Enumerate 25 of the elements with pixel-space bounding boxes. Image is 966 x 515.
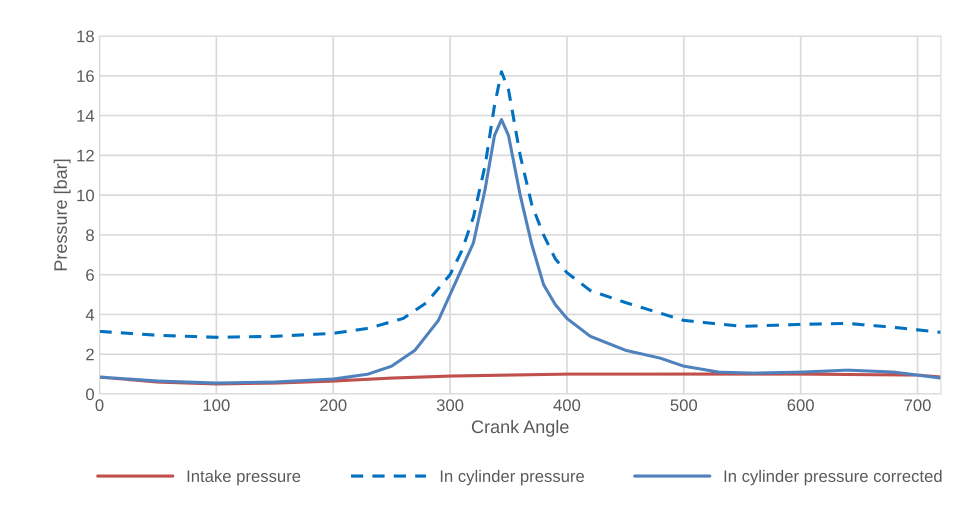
y-tick-label: 6	[86, 269, 94, 281]
y-tick-label: 2	[86, 348, 94, 360]
x-tick-label: 300	[436, 399, 464, 412]
line-series	[100, 70, 941, 339]
x-tick-label: 0	[96, 399, 104, 412]
y-tick-label: 12	[77, 150, 94, 162]
x-tick-label: 100	[204, 399, 230, 412]
x-tick-label: 200	[320, 399, 346, 412]
y-axis-title: Pressure [bar]	[54, 160, 71, 270]
y-tick-label: 18	[77, 30, 94, 42]
line-series	[100, 118, 941, 385]
legend-label: In cylinder pressure	[440, 470, 584, 486]
x-tick-label: 400	[553, 399, 580, 412]
y-tick-label: 16	[77, 70, 94, 82]
legend-label: In cylinder pressure corrected	[724, 470, 942, 486]
x-tick-label: 500	[670, 399, 698, 412]
legend-label: Intake pressure	[188, 470, 300, 486]
x-tick-label: 600	[788, 399, 814, 412]
y-tick-label: 10	[77, 190, 94, 202]
y-tick-label: 4	[86, 309, 94, 320]
y-tick-label: 8	[86, 229, 94, 242]
y-tick-label: 14	[77, 110, 94, 122]
x-tick-label: 700	[904, 399, 931, 412]
y-tick-label: 0	[86, 388, 94, 400]
x-axis-title: Crank Angle	[472, 420, 569, 437]
